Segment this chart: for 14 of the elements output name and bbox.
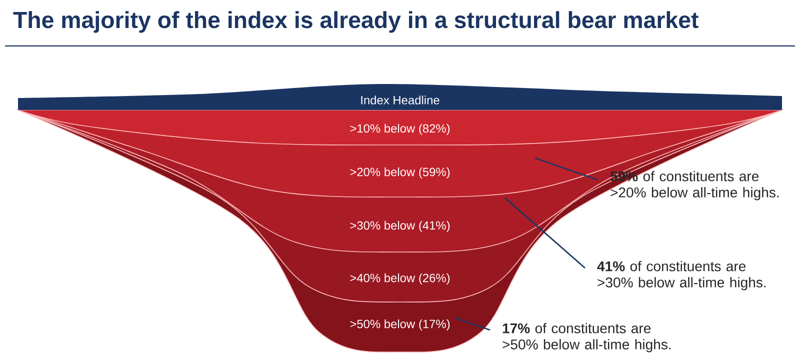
data-label: (41%): [419, 220, 450, 232]
category-label: >10% below: [350, 124, 416, 133]
category-label: >20% below: [350, 167, 416, 176]
category-label: >30% below: [350, 220, 416, 230]
data-label: (26%): [419, 273, 450, 285]
category-label: >40% below: [350, 273, 416, 282]
data-label: (59%): [419, 167, 450, 179]
text: 17% of constituents are >50% below all-time highs.: [502, 322, 671, 352]
data-label: (82%): [419, 124, 450, 136]
category-label: Index Headline: [361, 96, 440, 104]
data-label: (17%): [419, 319, 450, 331]
category-label: >50% below: [350, 319, 416, 328]
text: The majority of the index is already in a structural bear market: [13, 11, 698, 33]
text: 41% of constituents are >30% below all-time highs.: [597, 260, 766, 290]
